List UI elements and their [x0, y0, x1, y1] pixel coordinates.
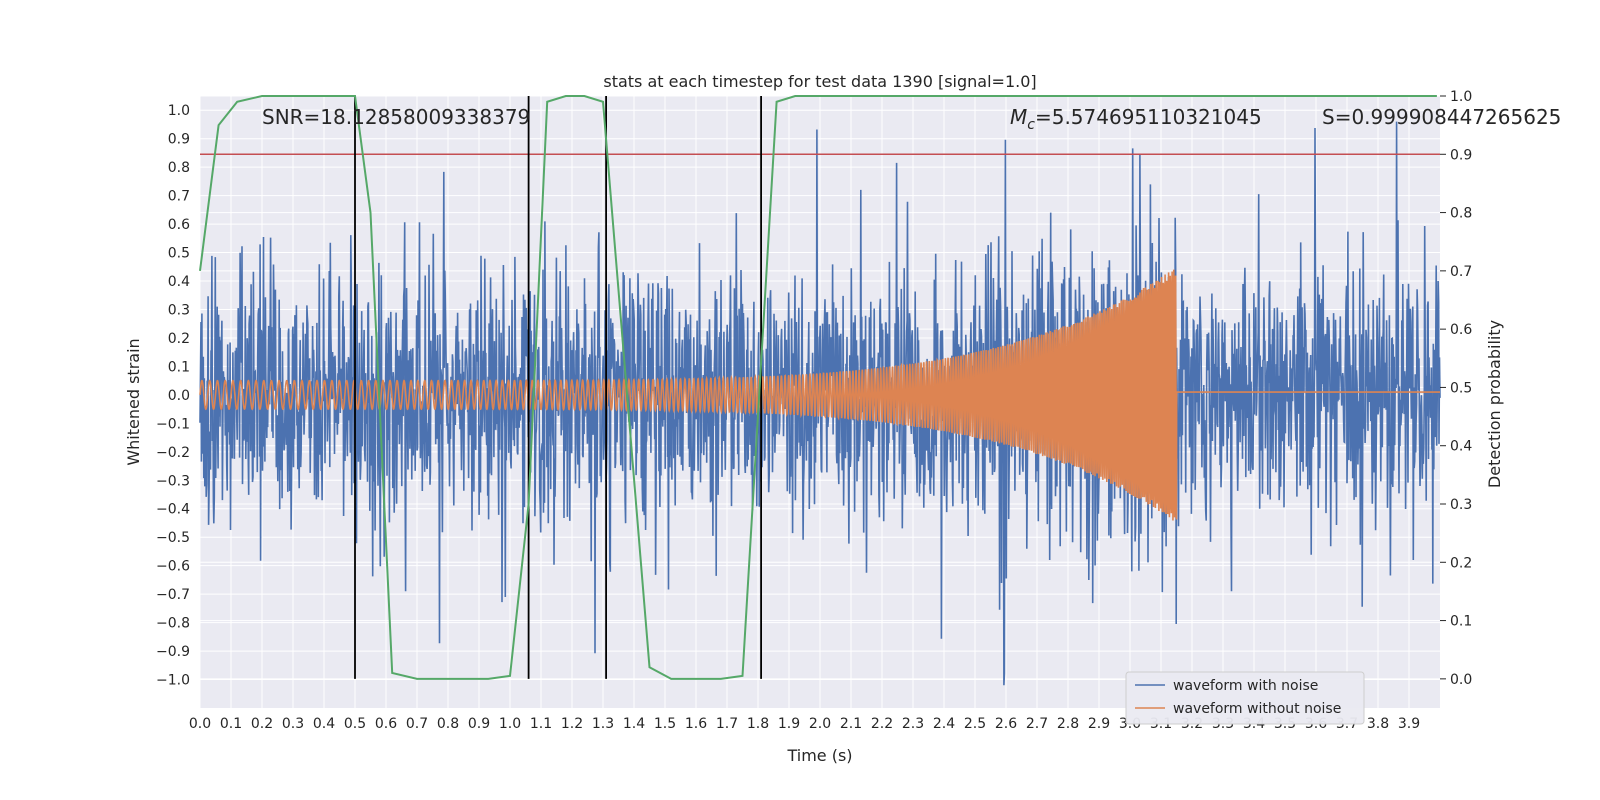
- y2-tick-label: 0.5: [1450, 380, 1472, 396]
- legend-label-clean: waveform without noise: [1173, 701, 1341, 717]
- s-annotation: S=0.999908447265625: [1322, 105, 1561, 129]
- y-tick-label: 0.6: [168, 217, 190, 233]
- x-tick-label: 0.0: [189, 716, 211, 732]
- chirp-mass-annotation: Mc=5.574695110321045: [1010, 105, 1262, 133]
- x-tick-label: 0.2: [251, 716, 273, 732]
- y-tick-label: −0.1: [156, 416, 190, 432]
- x-tick-label: 0.4: [313, 716, 335, 732]
- x-tick-label: 0.3: [282, 716, 304, 732]
- y-tick-label: 0.8: [168, 160, 190, 176]
- x-tick-label: 1.0: [499, 716, 521, 732]
- legend: waveform with noise waveform without noi…: [1125, 671, 1365, 725]
- y2-tick-label: 0.4: [1450, 439, 1472, 455]
- y-tick-label: −0.7: [156, 587, 190, 603]
- x-tick-label: 3.8: [1367, 716, 1389, 732]
- clean-line: [199, 269, 1440, 521]
- y-tick-label: 0.1: [168, 359, 190, 375]
- y2-tick-label: 0.0: [1450, 672, 1472, 688]
- x-tick-label: 1.4: [623, 716, 645, 732]
- x-tick-label: 1.3: [592, 716, 614, 732]
- x-tick-label: 2.3: [902, 716, 924, 732]
- series-detection-probability: [199, 95, 1437, 680]
- y-tick-label: −0.5: [156, 530, 190, 546]
- x-tick-label: 2.1: [840, 716, 862, 732]
- x-tick-label: 2.8: [1057, 716, 1079, 732]
- y2-tick-labels: 0.0 0.1 0.2 0.3 0.4 0.5 0.6 0.7 0.8 0.9 1.0: [1440, 89, 1472, 688]
- x-tick-label: 2.5: [964, 716, 986, 732]
- y-tick-label: 0.7: [168, 189, 190, 205]
- series-waveform-with-noise: [199, 121, 1441, 686]
- y-tick-label: −0.4: [156, 502, 190, 518]
- probability-line: [199, 95, 1437, 680]
- y2-tick-label: 0.3: [1450, 497, 1472, 513]
- x-tick-label: 2.0: [809, 716, 831, 732]
- y-axis-label: Whitened strain: [124, 338, 143, 465]
- y-tick-labels: −1.0 −0.9 −0.8 −0.7 −0.6 −0.5 −0.4 −0.3 −0.2 −0.1…: [156, 103, 190, 688]
- x-tick-label: 0.7: [406, 716, 428, 732]
- y-tick-label: 0.5: [168, 246, 190, 262]
- y-tick-label: −0.8: [156, 616, 190, 632]
- y-tick-label: −0.6: [156, 559, 190, 575]
- x-tick-label: 1.2: [561, 716, 583, 732]
- y2-axis-label: Detection probability: [1485, 320, 1504, 488]
- snr-annotation: SNR=18.12858009338379: [262, 105, 530, 129]
- y-tick-label: −0.2: [156, 445, 190, 461]
- x-tick-label: 1.1: [530, 716, 552, 732]
- y-tick-label: 0.3: [168, 302, 190, 318]
- x-tick-label: 2.4: [933, 716, 955, 732]
- event-lines: [354, 96, 762, 679]
- chart-title: stats at each timestep for test data 139…: [603, 72, 1036, 91]
- noise-line: [199, 121, 1441, 686]
- y2-tick-label: 0.9: [1450, 147, 1472, 163]
- x-axis-label: Time (s): [786, 746, 852, 765]
- series-waveform-without-noise: [199, 269, 1440, 521]
- x-tick-label: 1.7: [716, 716, 738, 732]
- x-tick-label: 2.2: [871, 716, 893, 732]
- y2-tick-label: 1.0: [1450, 89, 1472, 105]
- y2-tick-label: 0.6: [1450, 322, 1472, 338]
- x-tick-label: 3.9: [1398, 716, 1420, 732]
- legend-box: [1125, 671, 1365, 725]
- y-tick-label: 0.0: [168, 388, 190, 404]
- y-tick-label: −0.3: [156, 473, 190, 489]
- x-tick-label: 1.9: [778, 716, 800, 732]
- y2-tick-label: 0.7: [1450, 264, 1472, 280]
- x-tick-label: 0.9: [468, 716, 490, 732]
- y2-tick-label: 0.8: [1450, 206, 1472, 222]
- x-tick-label: 1.8: [747, 716, 769, 732]
- y-tick-label: 1.0: [168, 103, 190, 119]
- x-tick-label: 1.6: [685, 716, 707, 732]
- y-tick-label: −0.9: [156, 644, 190, 660]
- y-tick-label: −1.0: [156, 673, 190, 689]
- x-tick-label: 2.9: [1088, 716, 1110, 732]
- x-tick-label: 0.8: [437, 716, 459, 732]
- x-tick-label: 2.7: [1026, 716, 1048, 732]
- y-tick-label: 0.4: [168, 274, 190, 290]
- y2-tick-label: 0.1: [1450, 614, 1472, 630]
- y2-tick-label: 0.2: [1450, 555, 1472, 571]
- x-tick-label: 2.6: [995, 716, 1017, 732]
- x-tick-label: 0.6: [375, 716, 397, 732]
- x-tick-label: 0.5: [344, 716, 366, 732]
- y-tick-label: 0.9: [168, 132, 190, 148]
- x-tick-label: 0.1: [220, 716, 242, 732]
- legend-label-noise: waveform with noise: [1173, 678, 1318, 694]
- x-tick-label: 1.5: [654, 716, 676, 732]
- y-tick-label: 0.2: [168, 331, 190, 347]
